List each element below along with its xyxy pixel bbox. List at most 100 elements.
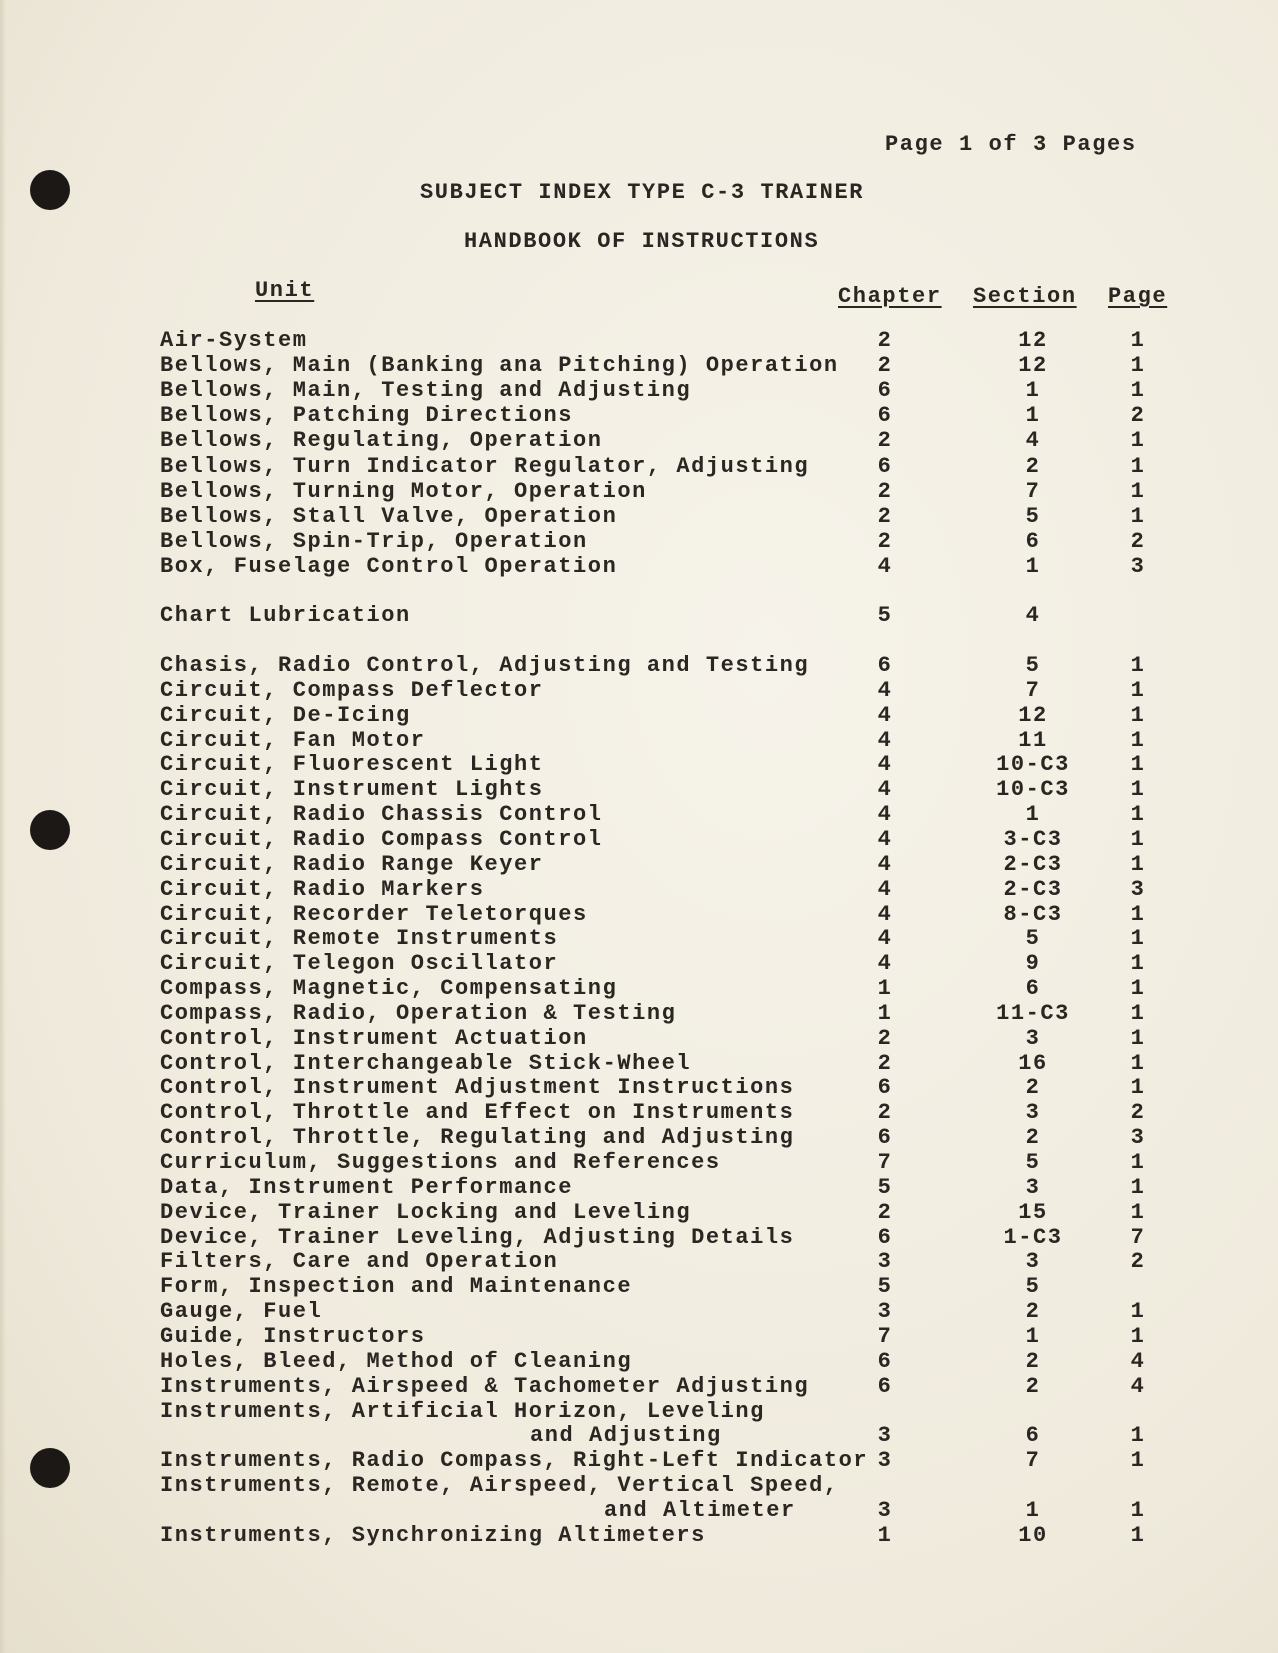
unit-cell: Gauge, Fuel <box>160 1299 323 1325</box>
table-row: Bellows, Regulating, Operation 2 4 1 <box>0 428 1278 453</box>
section-cell: 16 <box>1018 1050 1048 1076</box>
table-row: Filters, Care and Operation 3 3 2 <box>0 1249 1278 1274</box>
punch-hole-middle <box>30 810 70 850</box>
section-cell: 8-C3 <box>1003 901 1063 927</box>
unit-cell: Bellows, Stall Valve, Operation <box>160 503 618 529</box>
page-cell: 4 <box>1130 1373 1146 1399</box>
page-cell: 3 <box>1130 876 1146 902</box>
page-cell: 1 <box>1130 478 1146 504</box>
section-cell: 4 <box>1025 428 1041 454</box>
chapter-cell: 1 <box>877 1000 893 1026</box>
chapter-cell: 6 <box>877 1125 893 1151</box>
section-cell: 2 <box>1025 1299 1041 1325</box>
page-cell: 1 <box>1130 1000 1146 1026</box>
chapter-cell: 5 <box>877 1174 893 1200</box>
table-row: Circuit, Compass Deflector 4 7 1 <box>0 678 1278 703</box>
chapter-cell: 2 <box>877 1199 893 1225</box>
section-cell: 2-C3 <box>1003 851 1063 877</box>
unit-cell: Circuit, Radio Compass Control <box>160 826 603 852</box>
unit-cell: Circuit, De-Icing <box>160 702 411 728</box>
page-cell: 1 <box>1130 702 1146 728</box>
chapter-cell: 4 <box>877 702 893 728</box>
unit-cell: Circuit, Fan Motor <box>160 727 426 753</box>
section-cell: 2 <box>1025 1125 1041 1151</box>
page-cell: 1 <box>1130 453 1146 479</box>
table-row: Bellows, Turning Motor, Operation 2 7 1 <box>0 479 1278 504</box>
page-cell: 2 <box>1130 1249 1146 1275</box>
table-row: Control, Interchangeable Stick-Wheel 2 16 1 <box>0 1051 1278 1076</box>
page-cell: 1 <box>1130 1497 1146 1523</box>
page-cell: 1 <box>1130 353 1146 379</box>
unit-cell: Circuit, Remote Instruments <box>160 926 559 952</box>
section-cell: 4 <box>1025 603 1041 628</box>
page-cell: 2 <box>1130 403 1146 429</box>
table-row: Bellows, Patching Directions 6 1 2 <box>0 403 1278 428</box>
unit-cell: Form, Inspection and Maintenance <box>160 1274 633 1300</box>
page-cell: 1 <box>1130 951 1146 977</box>
chapter-cell: 2 <box>877 328 893 353</box>
table-row: Control, Throttle, Regulating and Adjust… <box>0 1125 1278 1150</box>
page-info: Page 1 of 3 Pages <box>885 132 1137 157</box>
table-row: Circuit, Radio Compass Control 4 3-C3 1 <box>0 827 1278 852</box>
page-cell: 1 <box>1130 1299 1146 1325</box>
chapter-cell: 2 <box>877 1100 893 1126</box>
chapter-cell: 4 <box>877 677 893 703</box>
table-row: Circuit, Fluorescent Light 4 10-C3 1 <box>0 752 1278 777</box>
page-cell: 1 <box>1130 653 1146 678</box>
unit-cell: Bellows, Patching Directions <box>160 403 574 429</box>
chapter-cell: 4 <box>877 926 893 952</box>
chapter-cell: 2 <box>877 1050 893 1076</box>
unit-cell: Circuit, Telegon Oscillator <box>160 951 559 977</box>
table-row: Control, Throttle and Effect on Instrume… <box>0 1100 1278 1125</box>
page-cell: 1 <box>1130 1199 1146 1225</box>
unit-cell: Control, Throttle and Effect on Instrume… <box>160 1100 795 1126</box>
page-cell: 1 <box>1130 752 1146 778</box>
table-row: Guide, Instructors 7 1 1 <box>0 1324 1278 1349</box>
column-header-section: Section <box>973 284 1077 309</box>
unit-cell: Data, Instrument Performance <box>160 1174 574 1200</box>
unit-cell: Control, Interchangeable Stick-Wheel <box>160 1050 692 1076</box>
unit-cell: Box, Fuselage Control Operation <box>160 553 618 579</box>
table-row: Circuit, Telegon Oscillator 4 9 1 <box>0 951 1278 976</box>
unit-cell: Control, Throttle, Regulating and Adjust… <box>160 1125 795 1151</box>
page-cell: 1 <box>1130 1448 1146 1474</box>
section-cell: 2 <box>1025 1373 1041 1399</box>
table-row: Circuit, Radio Chassis Control 4 1 1 <box>0 802 1278 827</box>
table-row: Chasis, Radio Control, Adjusting and Tes… <box>0 653 1278 678</box>
unit-cell: Circuit, Radio Chassis Control <box>160 802 603 828</box>
table-row: Data, Instrument Performance 5 3 1 <box>0 1175 1278 1200</box>
page-cell: 2 <box>1130 1100 1146 1126</box>
page-cell: 1 <box>1130 851 1146 877</box>
section-cell: 5 <box>1025 926 1041 952</box>
table-row: Box, Fuselage Control Operation 4 1 3 <box>0 554 1278 579</box>
table-row: Bellows, Spin-Trip, Operation 2 6 2 <box>0 529 1278 554</box>
document-subtitle: HANDBOOK OF INSTRUCTIONS <box>464 229 820 254</box>
section-cell: 6 <box>1025 1423 1041 1449</box>
table-row: Curriculum, Suggestions and References 7 5… <box>0 1150 1278 1175</box>
unit-cell: Bellows, Turning Motor, Operation <box>160 478 647 504</box>
document-title: SUBJECT INDEX TYPE C-3 TRAINER <box>420 180 865 205</box>
unit-cell: Compass, Radio, Operation & Testing <box>160 1000 677 1026</box>
section-cell: 3-C3 <box>1003 826 1063 852</box>
table-row: Instruments, Synchronizing Altimeters 1 10… <box>0 1523 1278 1548</box>
page-cell: 1 <box>1130 1323 1146 1349</box>
chapter-cell: 4 <box>877 851 893 877</box>
page-cell: 1 <box>1130 1025 1146 1051</box>
table-row: Instruments, Radio Compass, Right-Left I… <box>0 1448 1278 1473</box>
section-cell: 11 <box>1018 727 1048 753</box>
section-cell: 9 <box>1025 951 1041 977</box>
section-cell: 1 <box>1025 378 1041 404</box>
unit-cell: Device, Trainer Leveling, Adjusting Deta… <box>160 1224 795 1250</box>
table-row-continuation: and Altimeter 3 1 1 <box>0 1498 1278 1523</box>
unit-cell: Chart Lubrication <box>160 603 411 628</box>
section-cell: 7 <box>1025 677 1041 703</box>
section-cell: 6 <box>1025 976 1041 1002</box>
page-cell: 7 <box>1130 1224 1146 1250</box>
chapter-cell: 2 <box>877 528 893 554</box>
table-row: Holes, Bleed, Method of Cleaning 6 2 4 <box>0 1349 1278 1374</box>
page-cell: 1 <box>1130 378 1146 404</box>
section-cell: 15 <box>1018 1199 1048 1225</box>
page-cell: 1 <box>1130 1150 1146 1175</box>
section-cell: 3 <box>1025 1174 1041 1200</box>
